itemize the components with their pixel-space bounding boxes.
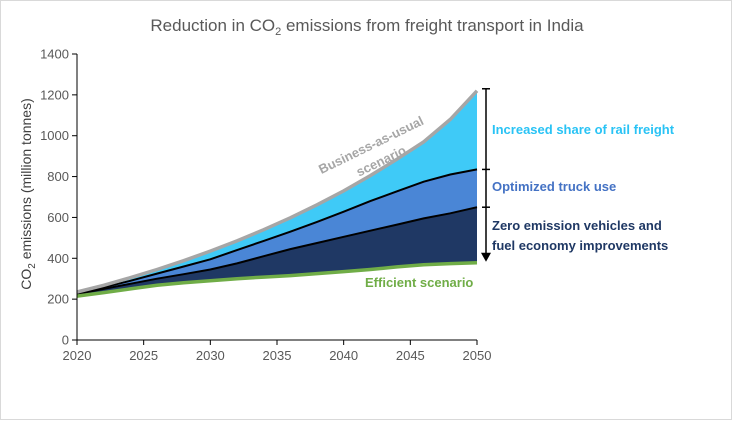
y-tick-label: 800 <box>47 169 69 184</box>
truck-label: Optimized truck use <box>492 179 616 194</box>
x-tick-label: 2025 <box>129 348 158 363</box>
series-lines <box>76 89 479 298</box>
y-tick-label: 0 <box>62 333 69 348</box>
efficient-label: Efficient scenario <box>365 275 473 290</box>
chart-title-part1: Reduction in CO <box>150 16 275 35</box>
axes: 0 200 400 600 800 1000 1200 1400 2020 2025 2030 203… <box>40 47 491 364</box>
area-optimized-truck <box>77 169 477 294</box>
y-axis-label: CO2 emissions (million tonnes) <box>18 98 38 290</box>
y-tick-label: 200 <box>47 292 69 307</box>
line-zero-emission <box>76 206 478 295</box>
x-tick-label: 2030 <box>196 348 225 363</box>
y-tick-label: 600 <box>47 210 69 225</box>
reduction-brackets <box>481 88 491 262</box>
chart-title-subscript: 2 <box>275 26 281 38</box>
zev-label-line2: fuel economy improvements <box>492 238 668 253</box>
y-tick-label: 1000 <box>40 128 69 143</box>
x-tick-label: 2045 <box>396 348 425 363</box>
x-tick-label: 2020 <box>63 348 92 363</box>
chart-title-part2: emissions from freight transport in Indi… <box>281 16 584 35</box>
line-efficient <box>76 261 478 298</box>
y-axis-label-subscript: 2 <box>27 263 38 269</box>
line-optimized-truck <box>76 168 478 294</box>
y-tick-label: 400 <box>47 251 69 266</box>
x-tick-label: 2035 <box>263 348 292 363</box>
y-tick-label: 1200 <box>40 87 69 102</box>
y-axis-label-part2: emissions (million tonnes) <box>18 98 34 263</box>
x-tick-label: 2050 <box>463 348 492 363</box>
zev-label-line1: Zero emission vehicles and <box>492 218 662 233</box>
chart-title: Reduction in CO2 emissions from freight … <box>150 16 584 38</box>
bracket-arrowhead <box>481 252 491 262</box>
y-axis-label-part1: CO <box>18 269 34 290</box>
x-tick-label: 2040 <box>329 348 358 363</box>
line-business-as-usual <box>76 89 479 294</box>
rail-label: Increased share of rail freight <box>492 122 675 137</box>
y-tick-label: 1400 <box>40 47 69 62</box>
